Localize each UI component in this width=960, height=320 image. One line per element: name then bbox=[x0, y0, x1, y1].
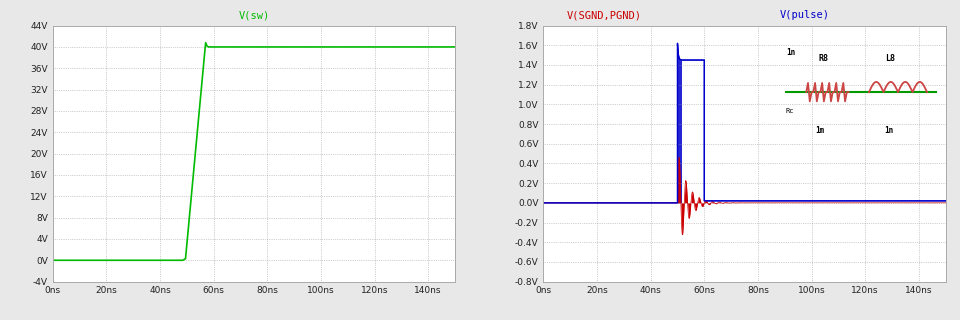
Text: V(pulse): V(pulse) bbox=[780, 11, 829, 20]
Text: V(sw): V(sw) bbox=[238, 11, 270, 20]
Text: V(SGND,PGND): V(SGND,PGND) bbox=[566, 11, 641, 20]
